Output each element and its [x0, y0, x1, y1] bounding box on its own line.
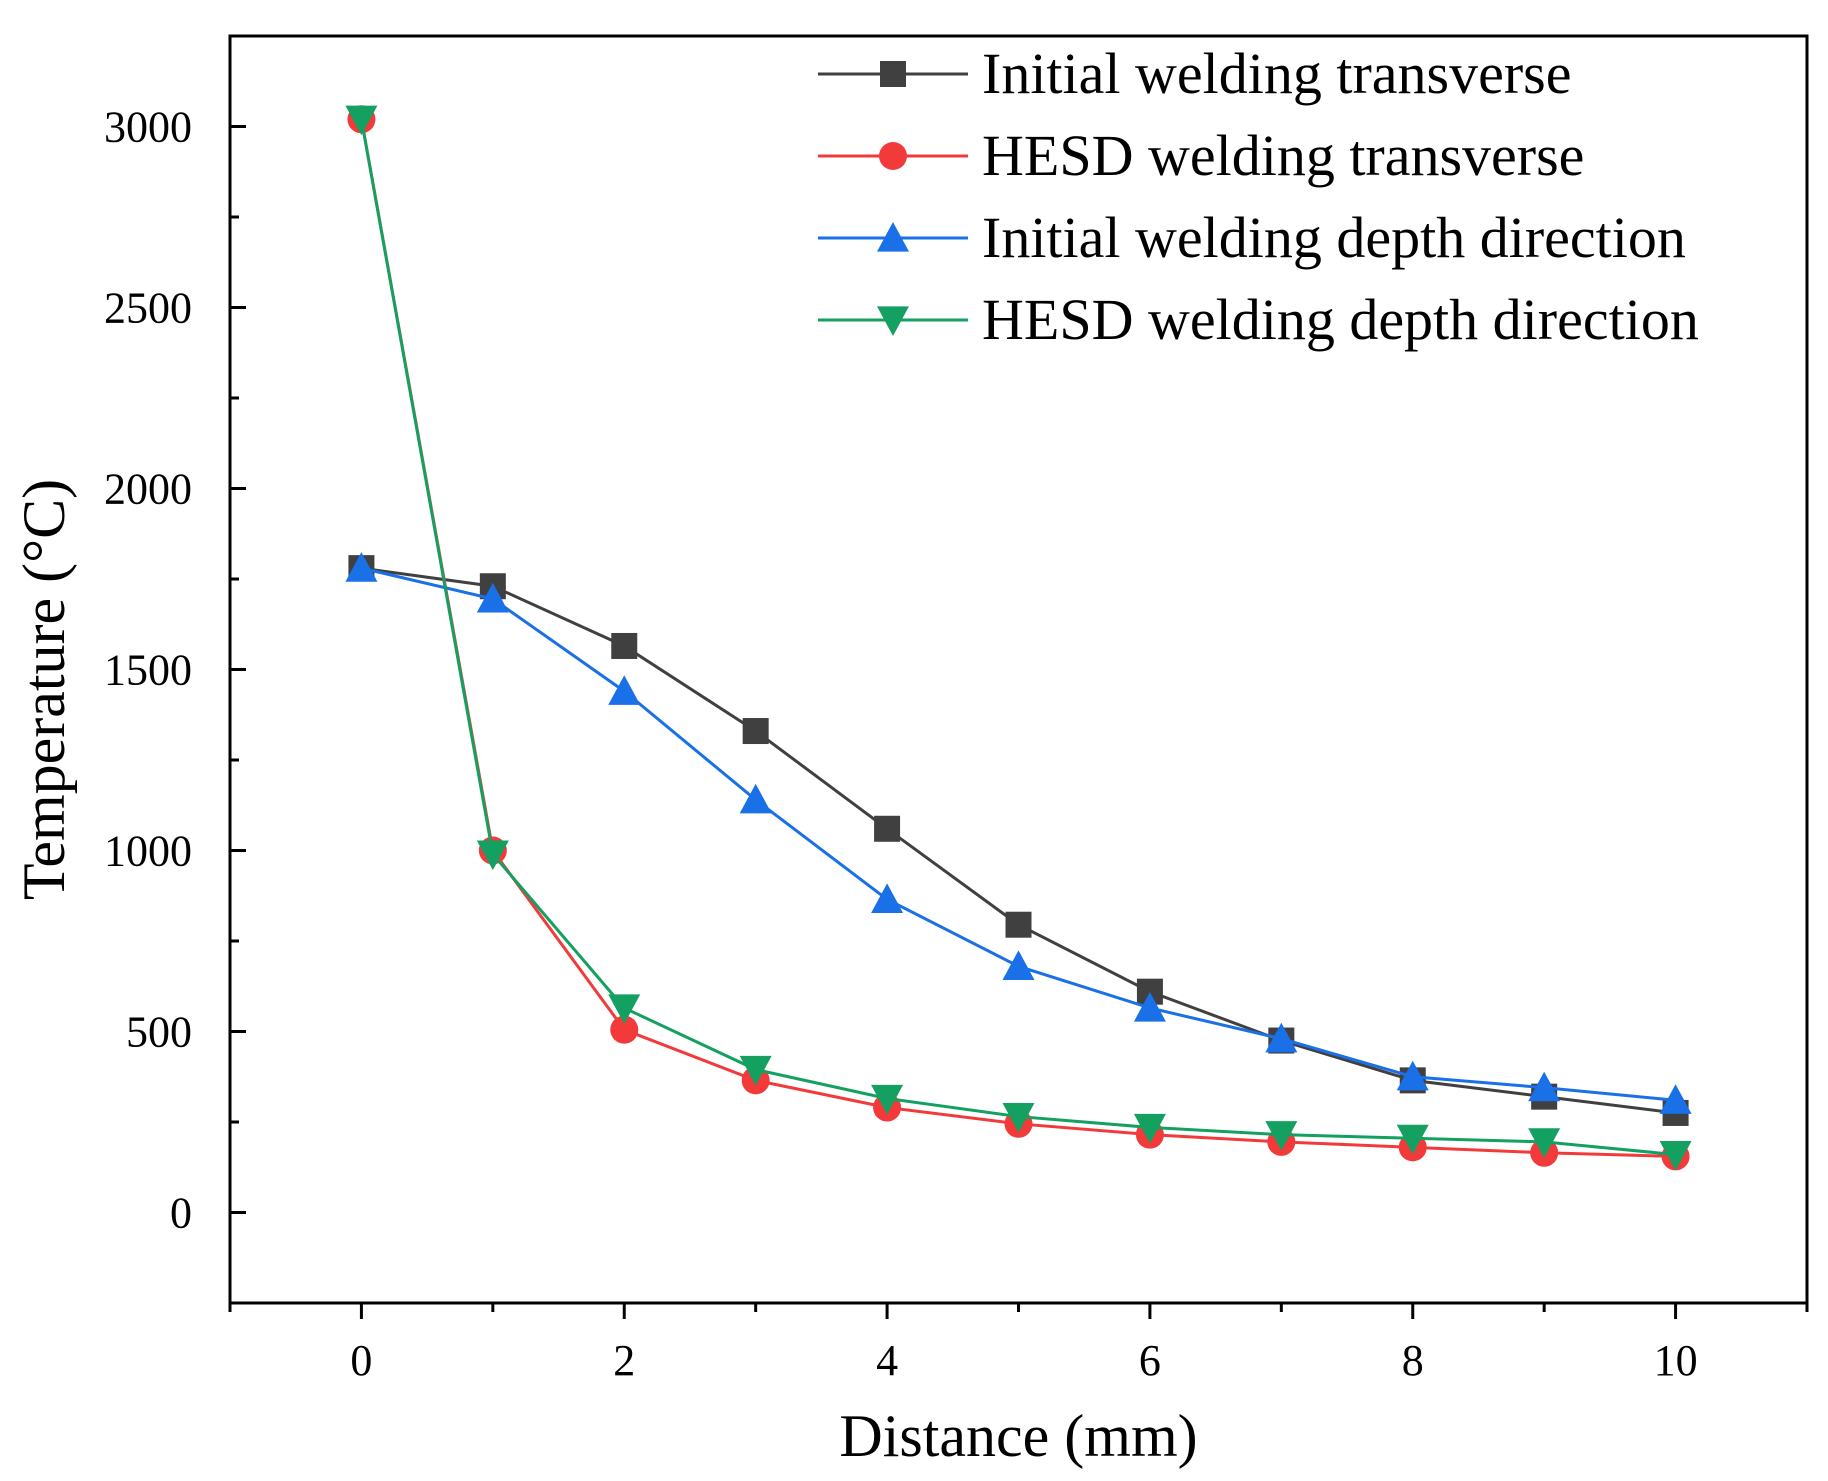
y-tick-label: 1000	[104, 827, 192, 876]
y-tick-label: 0	[170, 1189, 192, 1238]
legend-item: Initial welding depth direction	[818, 205, 1686, 270]
legend-swatch-marker	[880, 61, 906, 87]
series-line	[361, 566, 1676, 1115]
data-point	[345, 105, 378, 136]
legend-label: Initial welding depth direction	[982, 205, 1686, 270]
data-point	[611, 632, 638, 659]
x-tick-label: 6	[1139, 1336, 1161, 1385]
legend-item: HESD welding transverse	[818, 123, 1584, 188]
data-point	[1265, 1022, 1298, 1053]
data-point	[476, 582, 509, 613]
x-axis: 0 2 4 6 8 10	[228, 1303, 1809, 1385]
y-axis: 0 500 1000 1500 2000 2500 3000	[104, 34, 246, 1305]
data-point	[1002, 950, 1035, 980]
data-point	[871, 1084, 904, 1115]
legend-item: HESD welding depth direction	[818, 287, 1699, 352]
data-point	[608, 994, 641, 1024]
series-line	[361, 566, 1676, 1102]
data-point	[608, 675, 641, 705]
legend-swatch-marker	[877, 222, 909, 252]
data-point	[742, 718, 769, 745]
data-point	[1005, 911, 1032, 938]
series-3	[345, 552, 1692, 1114]
series-line	[359, 118, 1676, 1157]
legend-swatch-marker	[879, 142, 907, 170]
series-4	[345, 105, 1692, 1171]
data-point	[1265, 1121, 1298, 1151]
legend-label: Initial welding transverse	[982, 41, 1572, 106]
y-tick-label: 3000	[104, 103, 192, 152]
x-tick-label: 4	[876, 1336, 898, 1385]
data-point	[1528, 1071, 1561, 1102]
y-axis-title: Temperature (°C)	[11, 479, 77, 900]
x-tick-label: 2	[613, 1336, 635, 1385]
data-point	[874, 815, 901, 842]
y-tick-label: 2500	[104, 284, 192, 333]
data-point	[1659, 1084, 1692, 1114]
legend-label: HESD welding depth direction	[982, 287, 1699, 352]
series-layer	[345, 105, 1692, 1171]
series-line	[359, 118, 1676, 1158]
data-point	[610, 1015, 639, 1044]
data-point	[739, 1055, 772, 1086]
data-point	[1659, 1140, 1692, 1171]
x-tick-label: 0	[350, 1336, 372, 1385]
data-point	[871, 883, 904, 913]
legend: Initial welding transverse HESD welding t…	[818, 41, 1699, 352]
data-point	[345, 552, 378, 582]
data-point	[1396, 1060, 1429, 1091]
legend-label: HESD welding transverse	[982, 123, 1584, 188]
series-1	[348, 555, 1689, 1126]
x-tick-label: 8	[1402, 1336, 1424, 1385]
legend-item: Initial welding transverse	[818, 41, 1572, 106]
data-point	[476, 840, 509, 871]
data-point	[1133, 1113, 1166, 1144]
x-axis-title: Distance (mm)	[839, 1403, 1197, 1469]
y-tick-label: 2000	[104, 465, 192, 514]
x-tick-label: 10	[1654, 1336, 1698, 1385]
y-tick-label: 1500	[104, 646, 192, 695]
y-tick-label: 500	[126, 1008, 192, 1057]
data-point	[739, 783, 772, 814]
legend-swatch-marker	[877, 306, 909, 336]
data-point	[1396, 1124, 1429, 1155]
data-point	[1002, 1102, 1035, 1133]
data-point	[1133, 991, 1166, 1022]
data-point	[1528, 1128, 1561, 1158]
